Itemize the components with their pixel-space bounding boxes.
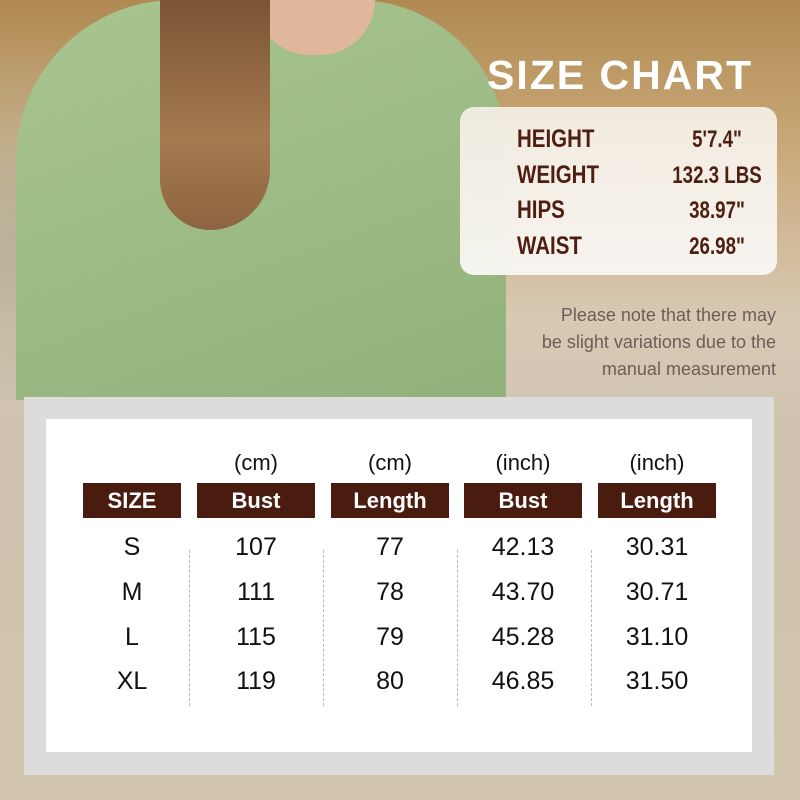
stat-hips: HIPS 38.97" <box>517 193 767 228</box>
model-photo-hair <box>160 0 270 230</box>
stat-label: WAIST <box>517 232 582 260</box>
table-cell: 30.31 <box>625 533 689 561</box>
table-cell: 42.13 <box>491 533 555 561</box>
note-line: manual measurement <box>601 359 776 379</box>
size-table: SIZE S M L XL (cm) Bust 107 111 115 119 (cm) Length 7… <box>46 419 752 752</box>
table-cell: 43.70 <box>491 578 555 606</box>
table-cell: 79 <box>376 623 404 651</box>
column-header: Length <box>331 483 449 518</box>
column-divider <box>189 550 190 706</box>
column-header: Length <box>598 483 716 518</box>
stat-height: HEIGHT 5'7.4" <box>517 122 767 157</box>
unit-label: (cm) <box>368 450 412 475</box>
table-cell: 77 <box>376 533 404 561</box>
table-cell: XL <box>116 667 148 695</box>
page-title: SIZE CHART <box>487 52 753 98</box>
column-divider <box>323 550 324 706</box>
table-cell: 107 <box>235 533 277 561</box>
column-header: SIZE <box>83 483 181 518</box>
table-cell: 31.10 <box>625 623 689 651</box>
column-divider <box>591 550 592 706</box>
stat-label: HEIGHT <box>517 125 595 153</box>
model-measurements-card: HEIGHT 5'7.4" WEIGHT 132.3 LBS HIPS 38.97" … <box>460 107 777 275</box>
stat-value: 5'7.4" <box>692 126 742 153</box>
table-cell: 45.28 <box>491 623 555 651</box>
stat-value: 38.97" <box>689 197 745 224</box>
table-cell: 30.71 <box>625 578 689 606</box>
table-cell: M <box>121 578 143 606</box>
column-header: Bust <box>197 483 315 518</box>
stat-value: 132.3 LBS <box>672 162 762 189</box>
stat-label: HIPS <box>517 196 565 224</box>
table-cell: 111 <box>236 578 275 606</box>
column-divider <box>457 550 458 706</box>
measurement-note: Please note that there may be slight var… <box>476 302 776 383</box>
table-cell: 115 <box>236 623 276 651</box>
table-cell: 46.85 <box>491 667 555 695</box>
table-cell: 31.50 <box>625 667 689 695</box>
table-cell: L <box>125 623 139 651</box>
note-line: be slight variations due to the <box>541 332 776 352</box>
unit-label: (inch) <box>629 450 685 475</box>
size-table-panel: SIZE S M L XL (cm) Bust 107 111 115 119 (cm) Length 7… <box>24 397 774 775</box>
table-cell: 119 <box>236 667 276 695</box>
unit-label: (cm) <box>234 450 278 475</box>
column-header: Bust <box>464 483 582 518</box>
stat-value: 26.98" <box>689 233 745 260</box>
stat-label: WEIGHT <box>517 161 599 189</box>
table-cell: 78 <box>376 578 404 606</box>
stat-waist: WAIST 26.98" <box>517 229 767 264</box>
note-line: Please note that there may <box>560 305 776 325</box>
table-cell: 80 <box>376 667 404 695</box>
stat-weight: WEIGHT 132.3 LBS <box>517 158 767 193</box>
table-cell: S <box>123 533 141 561</box>
unit-label: (inch) <box>495 450 551 475</box>
